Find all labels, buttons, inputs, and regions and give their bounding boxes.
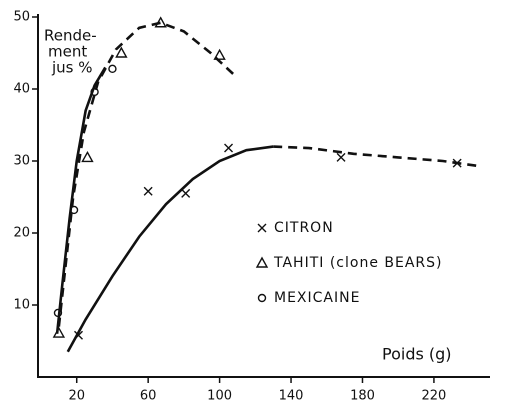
y-tick-label: 50 xyxy=(13,10,30,25)
data-point xyxy=(108,64,117,74)
y-tick-label: 10 xyxy=(13,298,30,313)
y-tick-label: 20 xyxy=(13,226,30,241)
y-tick-label: 40 xyxy=(13,82,30,97)
x-tick-label: 180 xyxy=(350,389,375,404)
y-axis-label: jus % xyxy=(51,59,93,77)
x-tick-label: 20 xyxy=(68,389,85,404)
data-point xyxy=(154,16,167,28)
data-point xyxy=(81,150,94,163)
x-tick-label: 220 xyxy=(422,389,447,404)
fit-curve xyxy=(273,145,479,168)
axes xyxy=(37,14,490,378)
legend-marker xyxy=(257,293,267,303)
legend-marker xyxy=(255,256,269,268)
data-point xyxy=(452,158,462,168)
x-tick-label: 100 xyxy=(207,389,232,404)
x-tick-label: 140 xyxy=(279,389,304,404)
data-point xyxy=(213,48,226,60)
y-axis-label: ment xyxy=(48,43,87,61)
data-point xyxy=(52,326,66,338)
data-point xyxy=(69,205,79,215)
data-point xyxy=(74,330,84,340)
data-point xyxy=(115,46,128,58)
legend-label: TAHITI (clone BEARS) xyxy=(273,255,442,271)
data-point xyxy=(224,143,234,153)
x-axis-label: Poids (g) xyxy=(382,345,452,364)
data-point xyxy=(90,87,99,97)
legend-marker xyxy=(257,223,267,233)
y-tick-label: 30 xyxy=(13,154,30,169)
x-tick-label: 60 xyxy=(140,389,157,404)
fit-curve xyxy=(66,145,274,353)
legend-label: CITRON xyxy=(274,220,334,236)
data-point xyxy=(181,188,191,198)
fit-curve xyxy=(55,66,107,334)
data-point xyxy=(143,186,153,196)
data-point xyxy=(336,152,346,162)
y-axis-label: Rende- xyxy=(44,27,97,45)
legend-label: MEXICAINE xyxy=(274,290,360,306)
data-point xyxy=(53,308,63,318)
